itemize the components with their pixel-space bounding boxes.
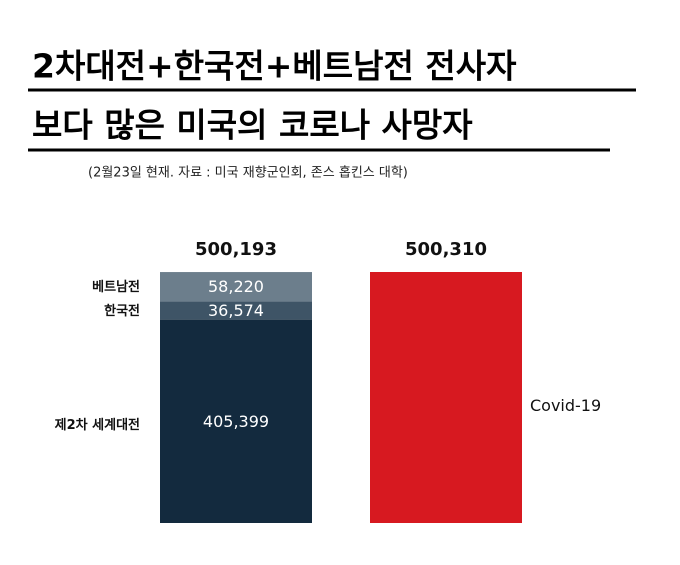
legend-label: 제2차 세계대전 bbox=[55, 417, 140, 433]
total-label: 500,310 bbox=[405, 239, 487, 260]
legend-label: 베트남전 bbox=[92, 279, 140, 295]
chart-subtitle: (2월23일 현재. 자료 : 미국 재향군인회, 존스 홉킨스 대학) bbox=[88, 166, 408, 181]
chart-title: 2차대전+한국전+베트남전 전사자 bbox=[32, 47, 517, 86]
bar-segment bbox=[370, 272, 522, 523]
legend-label: 한국전 bbox=[104, 303, 140, 319]
chart-title: 보다 많은 미국의 코로나 사망자 bbox=[32, 106, 473, 145]
bar-segment bbox=[160, 319, 312, 523]
bar-segment bbox=[160, 301, 312, 320]
total-label: 500,193 bbox=[195, 239, 277, 260]
legend-label: Covid-19 bbox=[530, 396, 601, 415]
bar-segment bbox=[160, 272, 312, 302]
value-label: 405,399 bbox=[203, 412, 269, 431]
value-label: 58,220 bbox=[208, 277, 264, 296]
value-label: 36,574 bbox=[208, 301, 264, 320]
